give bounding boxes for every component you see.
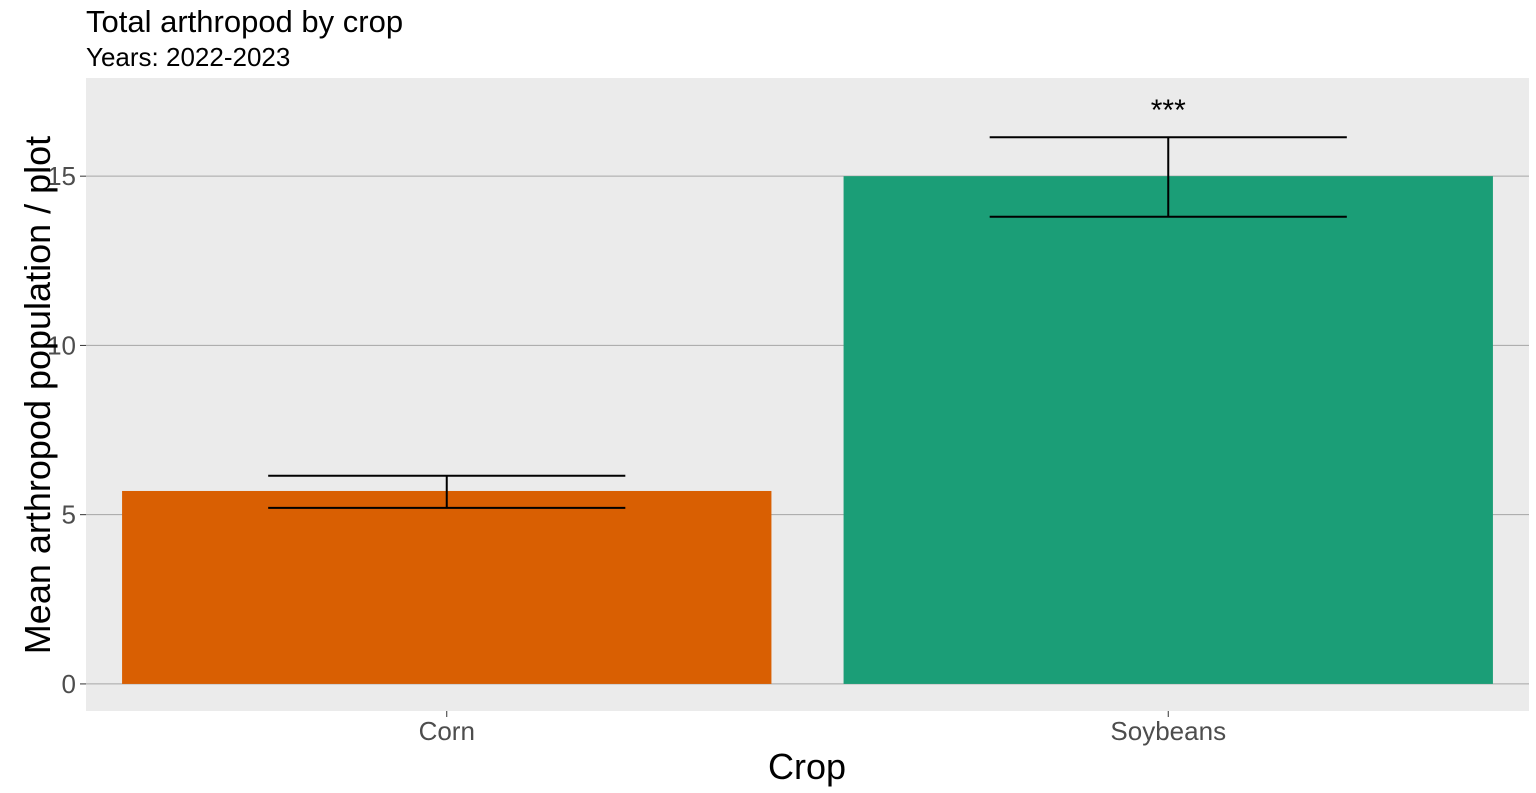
chart-subtitle: Years: 2022-2023 <box>86 42 290 72</box>
bar-corn <box>122 490 772 684</box>
annotations: *** <box>1151 94 1186 127</box>
bars <box>122 176 1493 684</box>
bar-soybeans <box>843 176 1493 684</box>
y-tick-label: 0 <box>62 669 76 699</box>
significance-annotation: *** <box>1151 94 1186 127</box>
error-bar-soybeans <box>989 136 1347 218</box>
chart-title: Total arthropod by crop <box>86 4 403 39</box>
y-tick-label: 15 <box>47 161 76 191</box>
x-axis: Corn Soybeans <box>419 711 1226 746</box>
y-tick-label: 10 <box>47 330 76 360</box>
y-tick-label: 5 <box>62 500 76 530</box>
y-axis: 0 5 10 15 <box>47 161 86 699</box>
y-axis-title: Mean arthropod population / plot <box>17 136 58 654</box>
x-tick-label: Soybeans <box>1110 716 1226 746</box>
x-tick-label: Corn <box>419 716 475 746</box>
x-axis-title: Crop <box>768 746 846 787</box>
error-bar-corn <box>268 474 626 509</box>
error-bars <box>268 136 1347 509</box>
